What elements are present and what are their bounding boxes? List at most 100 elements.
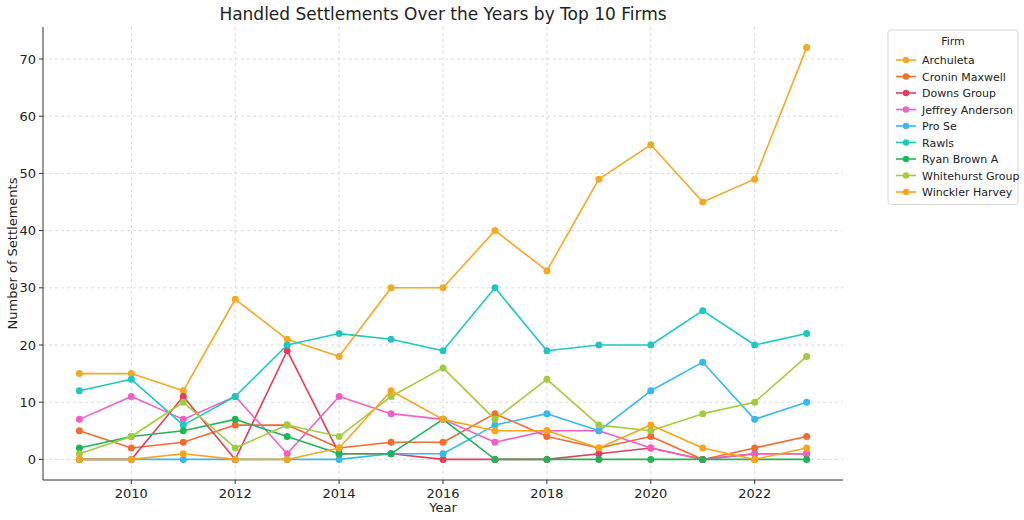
grid-line	[650, 27, 651, 480]
series-point	[180, 427, 187, 434]
series-point	[440, 450, 447, 457]
series	[76, 410, 810, 463]
y-tick	[39, 402, 43, 403]
series-point	[388, 284, 395, 291]
series-point	[699, 456, 706, 463]
series-point	[76, 416, 83, 423]
series-point	[595, 342, 602, 349]
series-point	[388, 387, 395, 394]
series-point	[543, 410, 550, 417]
series-point	[543, 456, 550, 463]
y-tick-label: 70	[19, 52, 36, 67]
series-point	[232, 444, 239, 451]
series	[76, 416, 810, 463]
series-point	[699, 456, 706, 463]
x-tick	[131, 480, 132, 484]
chart: 0102030405060702010201220142016201820202…	[0, 0, 1024, 520]
series-point	[440, 439, 447, 446]
series-point	[336, 353, 343, 360]
series-point	[440, 416, 447, 423]
series	[76, 387, 810, 463]
y-tick	[39, 230, 43, 231]
series-point	[751, 176, 758, 183]
legend-marker	[903, 73, 909, 79]
series-point	[128, 456, 135, 463]
series-line	[79, 414, 806, 460]
grid-line	[131, 27, 132, 480]
series-point	[232, 456, 239, 463]
series-point	[699, 307, 706, 314]
series-point	[232, 393, 239, 400]
series-point	[76, 456, 83, 463]
series-point	[699, 456, 706, 463]
series-point	[699, 456, 706, 463]
legend: FirmArchuletaCronin MaxwellDowns GroupJe…	[888, 30, 1019, 205]
y-tick	[39, 116, 43, 117]
legend-label: Jeffrey Anderson	[921, 104, 1013, 117]
series-point	[284, 342, 291, 349]
series-point	[595, 444, 602, 451]
series-point	[647, 141, 654, 148]
series-point	[440, 347, 447, 354]
series-point	[76, 427, 83, 434]
legend-label: Whitehurst Group	[922, 170, 1019, 183]
x-tick-label: 2016	[426, 486, 459, 501]
x-tick-label: 2018	[530, 486, 563, 501]
series	[76, 393, 810, 463]
y-tick-label: 20	[19, 338, 36, 353]
series-point	[595, 444, 602, 451]
y-tick-label: 40	[19, 223, 36, 238]
series-point	[543, 347, 550, 354]
x-tick	[650, 480, 651, 484]
grid-line	[43, 116, 843, 117]
series-point	[284, 433, 291, 440]
legend-marker	[903, 189, 909, 195]
y-tick-label: 0	[28, 452, 36, 467]
legend-label: Winckler Harvey	[922, 186, 1013, 199]
y-tick-label: 60	[19, 109, 36, 124]
series-point	[128, 393, 135, 400]
series-point	[284, 456, 291, 463]
series-point	[543, 427, 550, 434]
legend-marker	[903, 123, 909, 129]
y-label: Number of Settlements	[5, 177, 20, 329]
series-point	[388, 450, 395, 457]
series-point	[180, 439, 187, 446]
legend-marker	[903, 139, 909, 145]
series-point	[76, 370, 83, 377]
y-tick	[39, 59, 43, 60]
y-tick-label: 10	[19, 395, 36, 410]
series-point	[388, 439, 395, 446]
legend-label: Downs Group	[922, 87, 996, 100]
series-point	[595, 456, 602, 463]
x-tick-label: 2010	[115, 486, 148, 501]
legend-label: Cronin Maxwell	[922, 71, 1006, 84]
series-point	[647, 342, 654, 349]
series-point	[751, 416, 758, 423]
series-point	[388, 450, 395, 457]
x-tick	[235, 480, 236, 484]
series-point	[595, 176, 602, 183]
series-point	[284, 456, 291, 463]
series-point	[647, 456, 654, 463]
x-tick	[754, 480, 755, 484]
series-point	[543, 267, 550, 274]
series-line	[79, 356, 806, 453]
series-point	[803, 444, 810, 451]
series-point	[491, 439, 498, 446]
title: Handled Settlements Over the Years by To…	[219, 4, 666, 24]
series-point	[647, 444, 654, 451]
series-point	[128, 456, 135, 463]
grid	[43, 27, 843, 480]
legend-title: Firm	[941, 35, 965, 48]
series-point	[336, 444, 343, 451]
grid-line	[754, 27, 755, 480]
series-point	[803, 353, 810, 360]
series-point	[284, 422, 291, 429]
legend-label: Pro Se	[922, 120, 957, 133]
legend-marker	[903, 57, 909, 63]
legend-marker	[903, 156, 909, 162]
legend-label: Ryan Brown A	[922, 153, 999, 166]
series-point	[543, 427, 550, 434]
series-point	[491, 227, 498, 234]
